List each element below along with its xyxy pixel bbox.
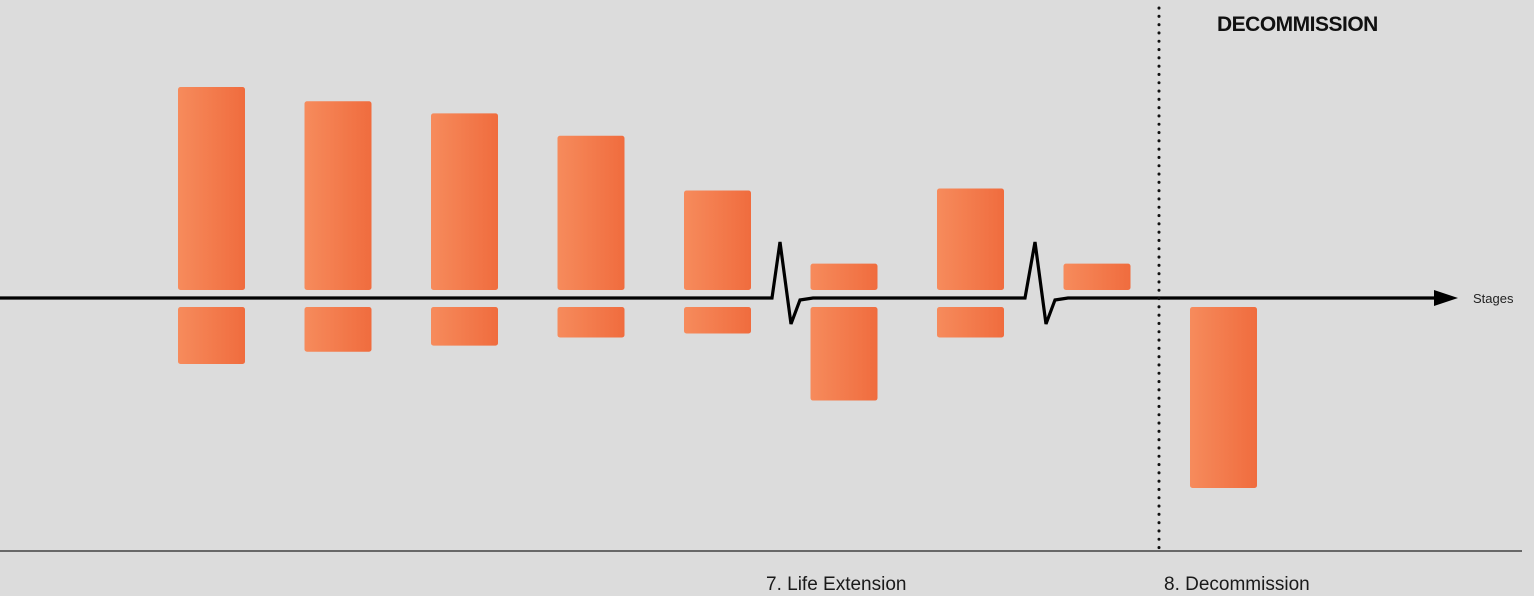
bar-above-1: [178, 87, 245, 290]
bar-below-3: [431, 307, 498, 346]
bar-below-2: [304, 307, 372, 352]
bar-below-7: [937, 307, 1004, 338]
stages-axis-line: [0, 241, 1436, 325]
bar-above-2: [304, 101, 372, 291]
bar-above-7: [937, 188, 1004, 290]
bar-below-6: [810, 307, 878, 401]
bar-above-3: [431, 113, 498, 290]
bars-group: [178, 87, 1257, 488]
bar-below-5: [684, 307, 751, 334]
bar-below-9: [1190, 307, 1257, 488]
bar-above-6: [810, 263, 878, 290]
axis-label: Stages: [1473, 291, 1514, 306]
bar-above-8: [1063, 263, 1131, 290]
decommission-header: DECOMMISSION: [1217, 13, 1378, 36]
stage-label-life-extension: 7. Life Extension: [766, 574, 906, 595]
bar-above-5: [684, 190, 751, 290]
bar-below-1: [178, 307, 245, 364]
bar-below-4: [557, 307, 625, 338]
bar-above-4: [557, 135, 625, 290]
axis-arrow-icon: [1434, 290, 1458, 306]
stage-label-decommission: 8. Decommission: [1164, 574, 1310, 595]
